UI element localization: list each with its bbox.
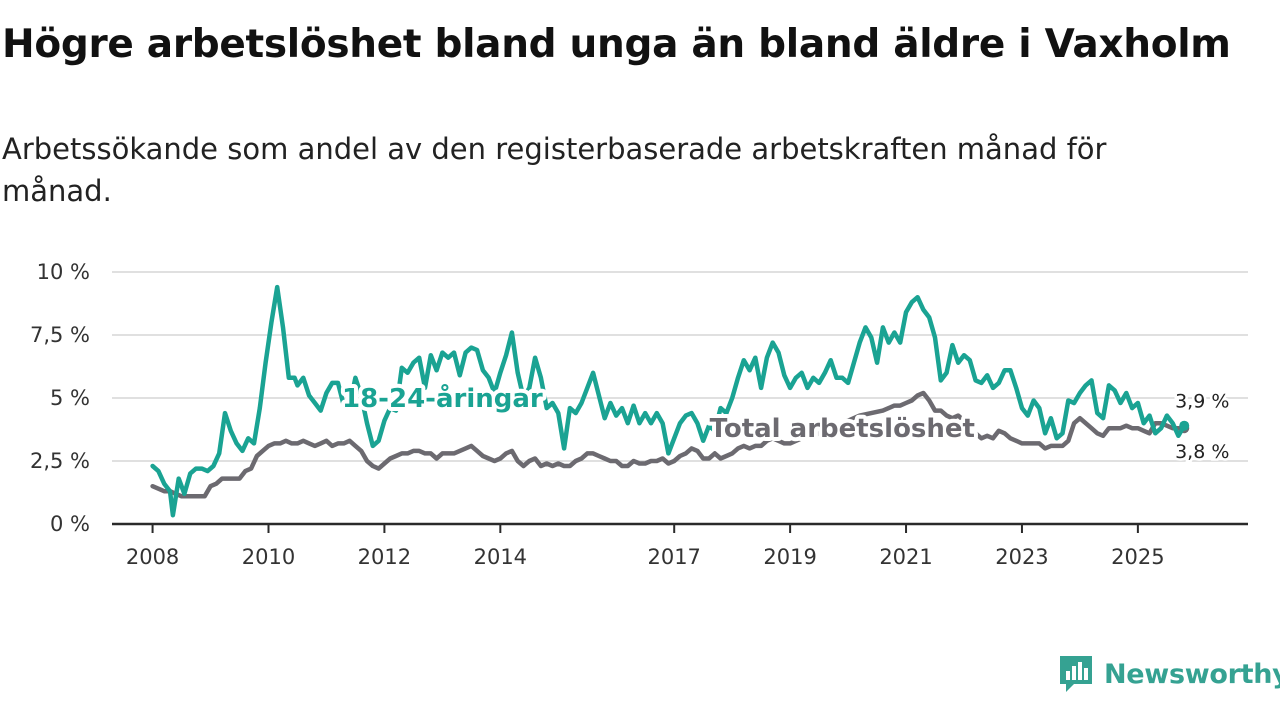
x-tick-label: 2012: [358, 545, 411, 569]
x-tick-label: 2019: [763, 545, 816, 569]
x-tick-label: 2010: [242, 545, 295, 569]
y-tick-label: 0 %: [50, 512, 90, 536]
y-tick-label: 10 %: [37, 260, 90, 284]
series-labels: 18-24-åringar Total arbetslöshet 3,9 % 3,8 …: [338, 378, 1232, 466]
series-line-1: [150, 390, 1187, 499]
chart-title: Högre arbetslöshet bland unga än bland ä…: [2, 22, 1231, 67]
y-axis-ticks: 0 % 2,5 % 5 % 7,5 % 10 %: [30, 260, 90, 536]
x-tick-label: 2014: [474, 545, 527, 569]
x-tick-label: 2025: [1111, 545, 1164, 569]
end-label-total: 3,8 %: [1175, 441, 1229, 463]
line-chart: 0 % 2,5 % 5 % 7,5 % 10 % 2008 2010 2012 2014 201…: [30, 260, 1248, 569]
brand-name: Newsworthy: [1104, 658, 1280, 690]
end-label-youth: 3,9 %: [1175, 391, 1229, 413]
x-tick-label: 2008: [126, 545, 179, 569]
x-axis-ticks: 2008 2010 2012 2014 2017 2019 2021 2023 2025: [126, 524, 1165, 569]
y-tick-label: 2,5 %: [30, 449, 90, 473]
y-tick-label: 5 %: [50, 386, 90, 410]
x-tick-label: 2023: [995, 545, 1048, 569]
x-tick-label: 2021: [879, 545, 932, 569]
gridlines: [112, 271, 1248, 526]
x-tick-label: 2017: [647, 545, 700, 569]
bar-chart-logo-icon: [1060, 656, 1092, 692]
series-endpoint-0: [1179, 420, 1190, 431]
chart-subtitle: Arbetssökande som andel av den registerb…: [2, 132, 1107, 208]
series-line-0: [150, 284, 1187, 518]
newsworthy-logo: Newsworthy: [1058, 654, 1280, 694]
series-label-youth: 18-24-åringar: [342, 382, 543, 414]
series-lines: [150, 284, 1190, 518]
y-tick-label: 7,5 %: [30, 323, 90, 347]
series-label-total: Total arbetslöshet: [710, 414, 975, 444]
